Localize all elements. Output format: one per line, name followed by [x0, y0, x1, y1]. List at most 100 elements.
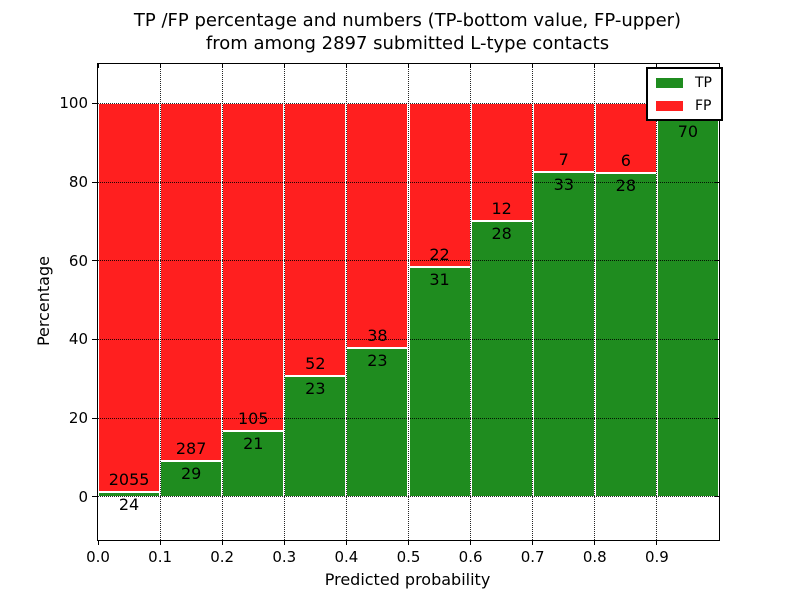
- legend-label-tp: TP: [695, 74, 712, 91]
- tp-bar-segment: [408, 266, 471, 497]
- x-tick-label: 0.1: [148, 548, 173, 566]
- fp-bar-segment: [222, 103, 285, 432]
- fp-bar-segment: [470, 103, 533, 222]
- tp-count-label: 28: [615, 175, 637, 195]
- vertical-gridline: [408, 64, 409, 540]
- tp-count-label: 29: [180, 463, 202, 483]
- fp-count-label: 6: [620, 150, 631, 170]
- y-tick-label: 80: [68, 173, 88, 192]
- tp-bar-segment: [532, 172, 595, 497]
- fp-bar-segment: [408, 103, 471, 267]
- chart-title-line2: from among 2897 submitted L-type contact…: [205, 33, 610, 54]
- vertical-gridline: [594, 64, 596, 540]
- fp-bar-segment: [346, 103, 409, 349]
- x-tick-label: 0.7: [520, 548, 545, 566]
- vertical-gridline: [283, 64, 285, 540]
- y-tick-mark-right: [715, 181, 719, 183]
- fp-count-label: 12: [491, 199, 512, 219]
- tp-bar-segment: [470, 221, 533, 497]
- y-tick-mark: [92, 496, 98, 498]
- x-tick-mark-top: [345, 64, 347, 68]
- vertical-gridline: [345, 64, 347, 540]
- y-tick-mark-right: [715, 260, 719, 262]
- fp-bar-segment: [284, 103, 347, 376]
- chart-title: TP /FP percentage and numbers (TP-bottom…: [97, 9, 718, 55]
- vertical-gridline: [221, 64, 223, 540]
- y-tick-mark: [92, 338, 98, 340]
- tp-bar-segment: [346, 348, 409, 497]
- vertical-gridline: [656, 64, 658, 540]
- chart-title-line1: TP /FP percentage and numbers (TP-bottom…: [133, 10, 682, 31]
- plot-area: TP FP 2055 24 287 29 105 21 52 23 38 23 22 31 12 28 7 3…: [59, 63, 723, 566]
- x-tick-label: 0.6: [458, 548, 483, 566]
- vertical-gridline: [159, 64, 161, 540]
- vertical-gridline: [532, 64, 534, 540]
- legend: TP FP: [646, 67, 723, 121]
- tp-bar-segment: [222, 431, 285, 497]
- fp-bar-segment: [532, 103, 595, 173]
- y-tick-label: 40: [68, 330, 88, 349]
- y-tick-mark-right: [715, 496, 719, 498]
- x-tick-mark: [656, 540, 658, 545]
- y-tick-mark: [92, 260, 98, 262]
- tp-count-label: 28: [491, 224, 512, 244]
- y-tick-label: 60: [68, 251, 88, 270]
- y-tick-label: 0: [78, 487, 88, 506]
- x-tick-mark: [159, 540, 161, 545]
- x-axis-label: Predicted probability: [324, 570, 491, 589]
- fp-count-label: 22: [429, 244, 450, 264]
- tp-bar-segment: [160, 460, 223, 497]
- tp-count-label: 23: [367, 351, 388, 371]
- fp-color-swatch: [656, 100, 683, 111]
- x-tick-mark-top: [159, 64, 161, 68]
- x-tick-mark-top: [532, 64, 534, 68]
- x-tick-mark-top: [594, 64, 596, 68]
- x-tick-mark: [594, 540, 596, 545]
- x-tick-mark: [345, 540, 347, 545]
- x-tick-mark: [532, 540, 534, 545]
- vertical-gridline: [470, 64, 472, 540]
- tp-count-label: 33: [553, 175, 574, 195]
- y-tick-mark: [92, 102, 98, 104]
- tp-count-label: 70: [677, 122, 699, 142]
- y-tick-label: 20: [68, 409, 88, 428]
- x-tick-label: 0.5: [396, 548, 421, 566]
- x-tick-mark-top: [656, 64, 658, 68]
- legend-entry-tp: TP: [656, 74, 712, 91]
- x-tick-label: 0.9: [644, 548, 669, 566]
- x-tick-label: 0.8: [582, 548, 607, 566]
- tp-bar-segment: [656, 119, 719, 497]
- x-tick-label: 0.2: [210, 548, 235, 566]
- y-tick-mark: [92, 417, 98, 419]
- y-tick-mark-right: [715, 338, 719, 340]
- tp-count-label: 31: [429, 269, 450, 289]
- x-tick-mark-top: [97, 64, 99, 68]
- fp-count-label: 287: [175, 438, 207, 458]
- tp-color-swatch: [656, 77, 683, 88]
- x-tick-mark-top: [221, 64, 223, 68]
- y-tick-mark-right: [715, 417, 719, 419]
- legend-label-fp: FP: [695, 97, 712, 114]
- tp-bar-segment: [594, 172, 657, 497]
- tp-count-label: 21: [243, 434, 264, 454]
- x-tick-mark-top: [283, 64, 285, 68]
- fp-bar-segment: [98, 103, 161, 492]
- fp-count-label: 38: [367, 326, 388, 346]
- x-tick-label: 0.4: [334, 548, 359, 566]
- fp-bar-segment: [160, 103, 223, 461]
- x-tick-mark: [470, 540, 472, 545]
- y-tick-label: 100: [59, 94, 88, 113]
- tp-count-label: 23: [305, 378, 326, 398]
- fp-count-label: 7: [558, 150, 569, 170]
- fp-count-label: 52: [305, 353, 326, 373]
- x-tick-mark-top: [470, 64, 472, 68]
- x-tick-mark: [283, 540, 285, 545]
- x-tick-label: 0.0: [86, 548, 110, 566]
- fp-count-label: 2055: [108, 470, 150, 489]
- x-tick-mark: [97, 540, 99, 545]
- y-tick-mark: [92, 181, 98, 183]
- fp-count-label: 105: [237, 409, 269, 429]
- x-tick-mark: [221, 540, 223, 545]
- x-tick-mark-top: [408, 64, 409, 68]
